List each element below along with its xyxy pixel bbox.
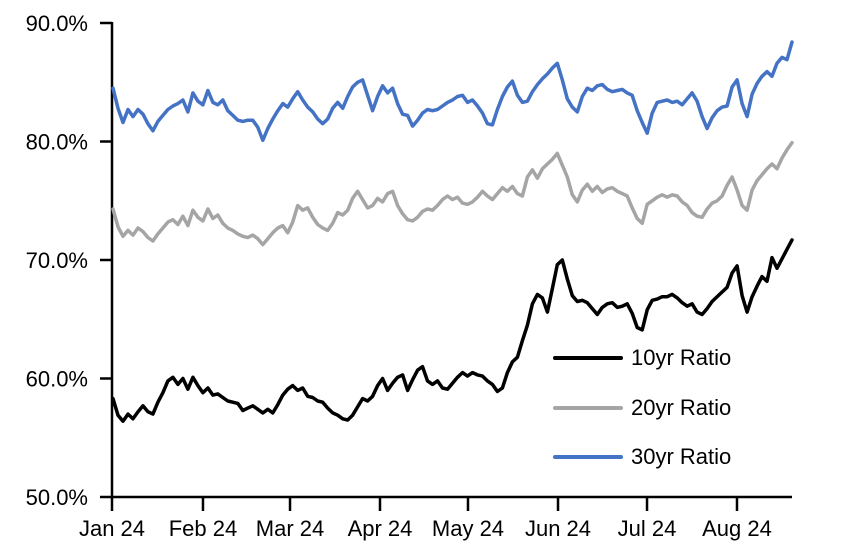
legend-line-10yr bbox=[553, 356, 623, 360]
legend-line-20yr bbox=[553, 406, 623, 410]
series-line-30yr-ratio bbox=[111, 40, 794, 143]
y-axis-label: 60.0% bbox=[26, 367, 88, 392]
legend-label-30yr: 30yr Ratio bbox=[631, 444, 732, 469]
x-axis-label: Jun 24 bbox=[525, 516, 591, 541]
legend-label-20yr: 20yr Ratio bbox=[631, 395, 732, 420]
y-axis-label: 80.0% bbox=[26, 130, 88, 155]
y-axis-label: 70.0% bbox=[26, 248, 88, 273]
x-axis-label: Jul 24 bbox=[618, 516, 677, 541]
legend-item-30yr-ratio: 30yr Ratio bbox=[553, 445, 731, 469]
x-axis-label: Jan 24 bbox=[79, 516, 145, 541]
x-axis-label: May 24 bbox=[432, 516, 504, 541]
series-line-10yr-ratio bbox=[111, 238, 794, 423]
x-axis-label: Feb 24 bbox=[169, 516, 238, 541]
legend-label-10yr: 10yr Ratio bbox=[631, 345, 732, 370]
legend-item-20yr-ratio: 20yr Ratio bbox=[553, 396, 731, 420]
legend-line-30yr bbox=[553, 455, 623, 459]
legend-item-10yr-ratio: 10yr Ratio bbox=[553, 346, 731, 370]
series-line-20yr-ratio bbox=[111, 140, 794, 247]
x-axis-label: Apr 24 bbox=[348, 516, 413, 541]
y-axis-label: 90.0% bbox=[26, 11, 88, 36]
y-axis-label: 50.0% bbox=[26, 485, 88, 510]
x-axis-label: Aug 24 bbox=[702, 516, 772, 541]
x-axis-label: Mar 24 bbox=[256, 516, 324, 541]
